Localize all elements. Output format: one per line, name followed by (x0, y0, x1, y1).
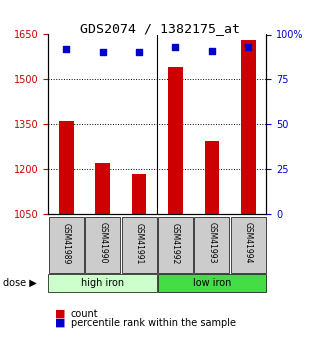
Bar (204, 141, 219, 214)
Point (100, 50, 105, 55)
Text: dose ▶: dose ▶ (3, 278, 37, 288)
Bar (95, 163, 110, 214)
Text: GSM41991: GSM41991 (134, 223, 143, 264)
Point (136, 50, 142, 55)
Text: low iron: low iron (193, 278, 231, 288)
Point (64, 46, 69, 52)
Text: GSM41993: GSM41993 (207, 223, 216, 264)
Text: count: count (71, 309, 98, 319)
Text: GDS2074 / 1382175_at: GDS2074 / 1382175_at (81, 22, 240, 36)
Text: GSM41992: GSM41992 (171, 223, 180, 264)
Point (209, 48, 214, 53)
Bar (241, 40, 256, 214)
Point (246, 44, 251, 50)
Bar (132, 174, 146, 214)
Text: GSM41994: GSM41994 (244, 223, 253, 264)
Text: GSM41989: GSM41989 (62, 223, 71, 264)
Text: ■: ■ (55, 309, 65, 319)
Text: ■: ■ (55, 318, 65, 327)
Text: GSM41990: GSM41990 (98, 223, 107, 264)
Bar (59, 121, 74, 214)
Bar (168, 67, 183, 214)
Point (173, 44, 178, 50)
Text: high iron: high iron (81, 278, 124, 288)
Text: percentile rank within the sample: percentile rank within the sample (71, 318, 236, 327)
